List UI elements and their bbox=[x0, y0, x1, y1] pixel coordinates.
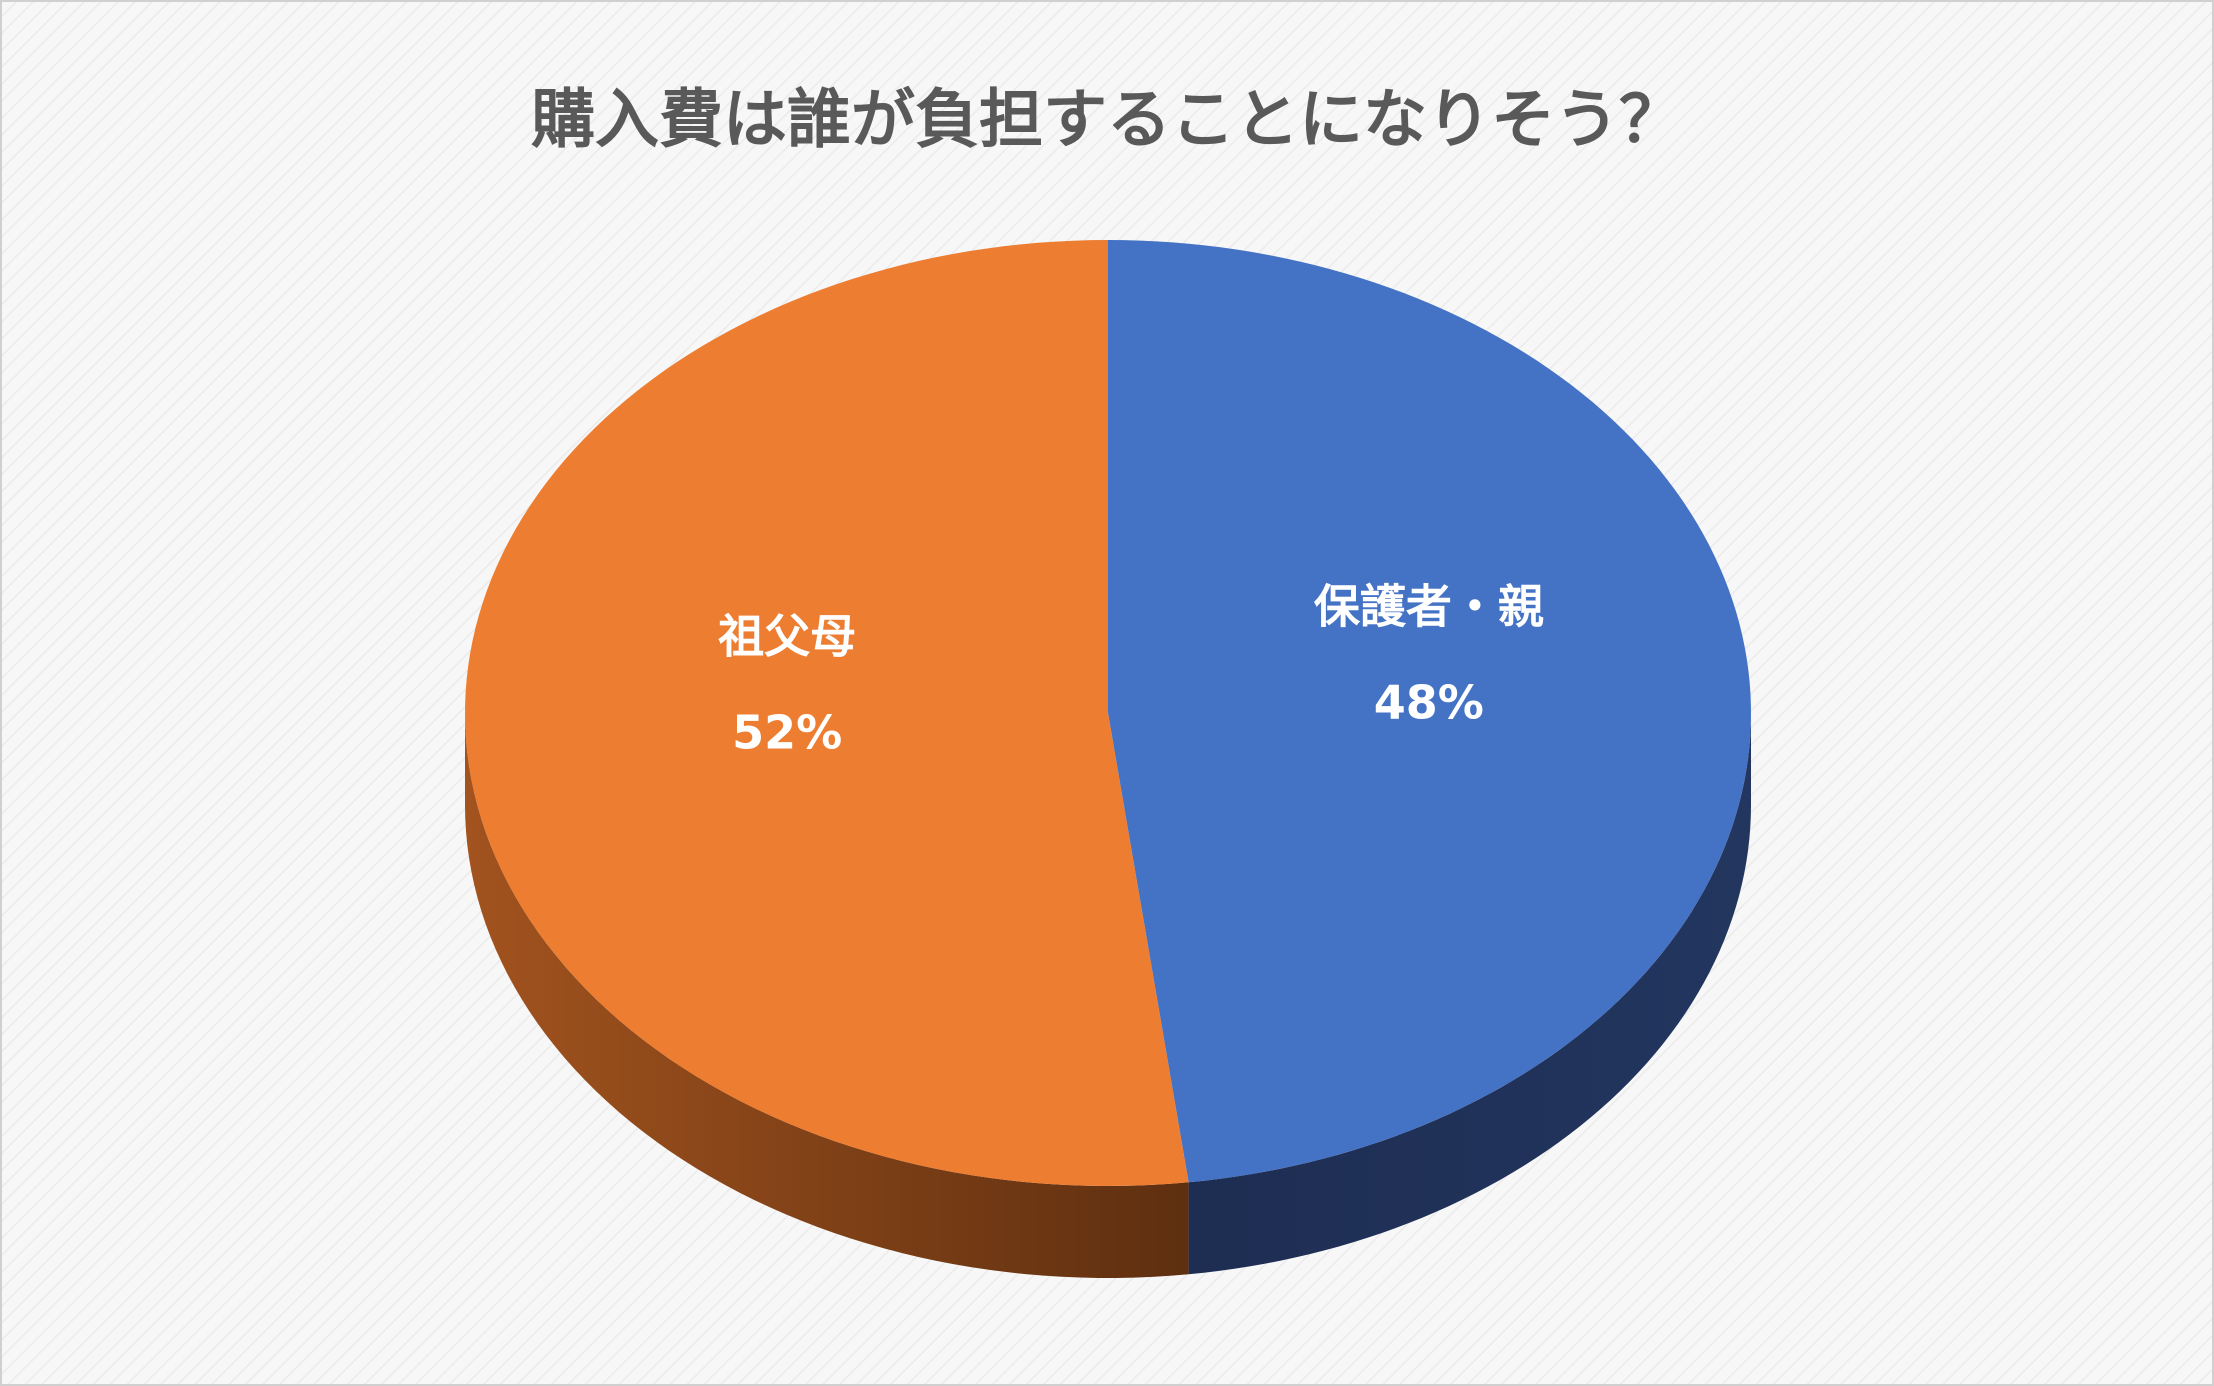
value-label: 52% bbox=[732, 705, 842, 759]
value-label: 48% bbox=[1374, 676, 1484, 730]
slice-label: 祖父母 bbox=[718, 609, 856, 663]
slice-side bbox=[465, 713, 1189, 1278]
slice-side bbox=[1188, 713, 1751, 1275]
slice bbox=[1108, 240, 1751, 1183]
chart-title: 購入費は誰が負担することになりそう？ bbox=[531, 84, 1683, 158]
slice bbox=[465, 240, 1189, 1186]
slice-label: 保護者・親 bbox=[1314, 580, 1544, 634]
